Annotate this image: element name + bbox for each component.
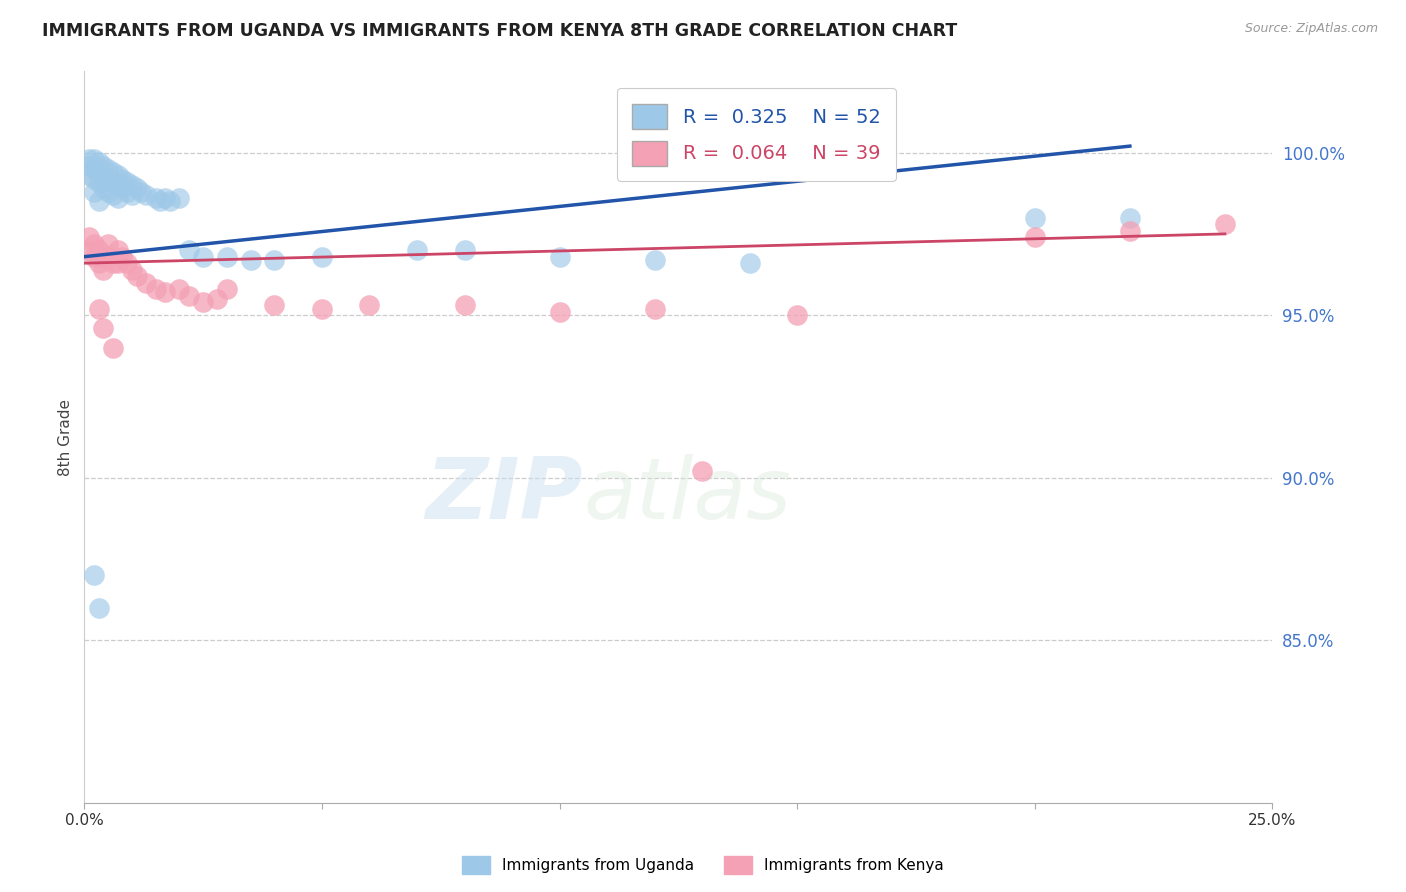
Point — [101, 175, 124, 189]
Point — [101, 165, 124, 179]
Point — [111, 171, 134, 186]
Point — [107, 169, 129, 183]
Point — [107, 243, 129, 257]
Point — [97, 185, 120, 199]
Point — [115, 256, 138, 270]
Y-axis label: 8th Grade: 8th Grade — [58, 399, 73, 475]
Point — [215, 250, 238, 264]
Point — [191, 295, 215, 310]
Point — [87, 194, 110, 209]
Point — [83, 568, 105, 582]
Point — [115, 175, 138, 189]
Point — [111, 181, 134, 195]
Point — [738, 256, 761, 270]
Text: Source: ZipAtlas.com: Source: ZipAtlas.com — [1244, 22, 1378, 36]
Point — [145, 282, 167, 296]
Point — [77, 159, 100, 173]
Point — [145, 191, 167, 205]
Point — [153, 191, 176, 205]
Point — [191, 250, 215, 264]
Text: atlas: atlas — [583, 454, 792, 537]
Point — [1213, 217, 1236, 231]
Point — [83, 236, 105, 251]
Point — [101, 256, 124, 270]
Point — [87, 243, 110, 257]
Point — [177, 243, 200, 257]
Legend: R =  0.325    N = 52, R =  0.064    N = 39: R = 0.325 N = 52, R = 0.064 N = 39 — [617, 88, 897, 181]
Point — [83, 171, 105, 186]
Point — [83, 152, 105, 166]
Point — [87, 165, 110, 179]
Point — [239, 252, 262, 267]
Point — [97, 161, 120, 176]
Point — [690, 464, 713, 478]
Point — [1119, 224, 1142, 238]
Point — [131, 185, 153, 199]
Point — [644, 252, 666, 267]
Point — [77, 243, 100, 257]
Point — [77, 169, 100, 183]
Point — [111, 250, 134, 264]
Point — [87, 301, 110, 316]
Point — [97, 171, 120, 186]
Point — [1024, 230, 1046, 244]
Text: IMMIGRANTS FROM UGANDA VS IMMIGRANTS FROM KENYA 8TH GRADE CORRELATION CHART: IMMIGRANTS FROM UGANDA VS IMMIGRANTS FRO… — [42, 22, 957, 40]
Point — [115, 185, 138, 199]
Point — [406, 243, 429, 257]
Point — [263, 298, 285, 312]
Point — [786, 308, 808, 322]
Point — [87, 155, 110, 169]
Point — [93, 250, 115, 264]
Point — [87, 256, 110, 270]
Point — [121, 178, 143, 193]
Point — [101, 341, 124, 355]
Point — [169, 191, 191, 205]
Point — [263, 252, 285, 267]
Point — [453, 243, 475, 257]
Point — [548, 250, 571, 264]
Point — [107, 256, 129, 270]
Point — [93, 159, 115, 173]
Point — [359, 298, 381, 312]
Point — [77, 230, 100, 244]
Point — [135, 187, 157, 202]
Point — [83, 250, 105, 264]
Point — [149, 194, 172, 209]
Point — [125, 181, 148, 195]
Point — [548, 305, 571, 319]
Point — [97, 250, 120, 264]
Point — [125, 269, 148, 284]
Point — [93, 181, 115, 195]
Point — [311, 301, 333, 316]
Point — [107, 178, 129, 193]
Point — [93, 169, 115, 183]
Point — [135, 276, 157, 290]
Text: ZIP: ZIP — [426, 454, 583, 537]
Point — [453, 298, 475, 312]
Point — [311, 250, 333, 264]
Point — [87, 600, 110, 615]
Point — [121, 187, 143, 202]
Legend: Immigrants from Uganda, Immigrants from Kenya: Immigrants from Uganda, Immigrants from … — [456, 850, 950, 880]
Point — [159, 194, 181, 209]
Point — [93, 262, 115, 277]
Point — [77, 152, 100, 166]
Point — [215, 282, 238, 296]
Point — [87, 175, 110, 189]
Point — [207, 292, 229, 306]
Point — [101, 187, 124, 202]
Point — [121, 262, 143, 277]
Point — [169, 282, 191, 296]
Point — [107, 191, 129, 205]
Point — [1119, 211, 1142, 225]
Point — [83, 161, 105, 176]
Point — [93, 321, 115, 335]
Point — [177, 288, 200, 302]
Point — [1024, 211, 1046, 225]
Point — [644, 301, 666, 316]
Point — [83, 185, 105, 199]
Point — [97, 236, 120, 251]
Point — [153, 285, 176, 300]
